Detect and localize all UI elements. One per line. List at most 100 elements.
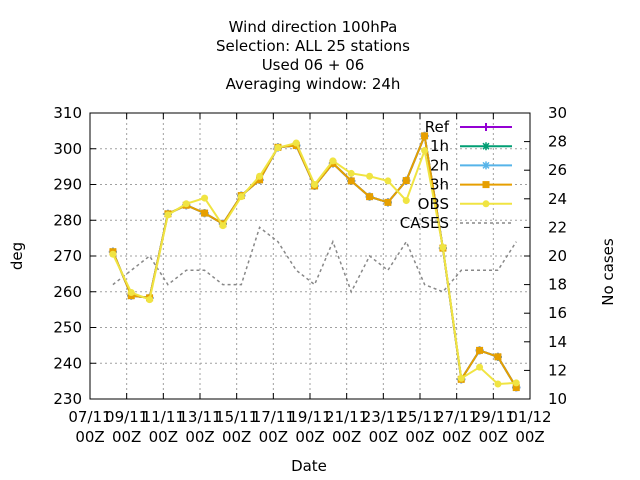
data-point <box>256 172 264 180</box>
series-line <box>111 132 518 389</box>
y2-axis-label: No cases <box>599 238 617 306</box>
y2-tick-label: 26 <box>548 161 567 179</box>
x-tick-label: 11/11 <box>142 408 185 426</box>
legend-label: 1h <box>430 137 449 155</box>
data-point <box>421 132 429 140</box>
data-point <box>292 139 300 147</box>
x-tick-label: 15/11 <box>215 408 258 426</box>
data-point <box>402 177 410 185</box>
data-point <box>366 193 374 201</box>
data-point <box>476 363 484 371</box>
y2-tick-label: 24 <box>548 190 567 208</box>
y-axis-ticks: 230 240 250 260 270 280 290 300 310 <box>53 104 96 408</box>
data-point <box>384 198 392 206</box>
data-point <box>421 147 429 155</box>
x-axis-ticks: 07/1100Z09/1100Z11/1100Z13/1100Z15/1100Z… <box>68 113 552 446</box>
data-point <box>476 346 484 354</box>
title-line: Used 06 + 06 <box>262 56 365 74</box>
x-tick-label: 17/11 <box>252 408 295 426</box>
x-tick-label-time: 00Z <box>295 428 324 446</box>
x-tick-label-time: 00Z <box>185 428 214 446</box>
y2-tick-label: 16 <box>548 304 567 322</box>
series-line <box>111 132 518 389</box>
series-line <box>111 132 518 389</box>
x-tick-label: 23/11 <box>362 408 405 426</box>
series-line <box>111 141 517 386</box>
x-tick-label-time: 00Z <box>515 428 544 446</box>
legend-marker <box>482 161 490 170</box>
legend-marker <box>482 123 490 131</box>
title-line: Selection: ALL 25 stations <box>216 37 410 55</box>
data-point <box>402 197 410 205</box>
x-tick-label: 13/11 <box>178 408 221 426</box>
title-line: Wind direction 100hPa <box>229 18 398 36</box>
x-tick-label: 25/11 <box>398 408 441 426</box>
y2-tick-label: 12 <box>548 361 567 379</box>
data-point <box>201 194 209 202</box>
series-obs <box>109 139 520 388</box>
legend-label: 3h <box>430 176 449 194</box>
data-point <box>512 384 520 392</box>
y-tick-label: 270 <box>53 247 82 265</box>
data-point <box>109 250 117 258</box>
data-point <box>512 379 520 387</box>
data-point <box>237 193 245 201</box>
legend-label: Ref <box>425 118 450 136</box>
data-point <box>146 296 154 304</box>
x-tick-label: 29/11 <box>472 408 515 426</box>
y-tick-label: 230 <box>53 390 82 408</box>
title-line: Averaging window: 24h <box>226 75 401 93</box>
data-point <box>329 157 337 165</box>
y2-tick-label: 14 <box>548 333 567 351</box>
data-point <box>494 380 502 388</box>
y-axis-label: deg <box>8 242 26 270</box>
y-tick-label: 310 <box>53 104 82 122</box>
data-point <box>311 181 319 188</box>
x-tick-label-time: 00Z <box>405 428 434 446</box>
y-tick-label: 290 <box>53 176 82 194</box>
y-tick-label: 250 <box>53 319 82 337</box>
x-tick-label: 01/12 <box>508 408 551 426</box>
data-point <box>201 209 209 217</box>
x-tick-label-time: 00Z <box>479 428 508 446</box>
x-tick-label: 19/11 <box>288 408 331 426</box>
x-tick-label-time: 00Z <box>112 428 141 446</box>
legend-marker <box>482 200 490 208</box>
x-tick-label-time: 00Z <box>442 428 471 446</box>
data-point <box>182 200 190 208</box>
x-tick-label-time: 00Z <box>332 428 361 446</box>
x-tick-label-time: 00Z <box>259 428 288 446</box>
x-tick-label: 07/11 <box>68 408 111 426</box>
data-point <box>274 144 282 152</box>
series-cases <box>112 226 517 294</box>
y2-tick-label: 10 <box>548 390 567 408</box>
x-axis-label: Date <box>291 457 327 475</box>
y-tick-label: 260 <box>53 283 82 301</box>
data-point <box>457 374 465 382</box>
x-tick-label: 09/11 <box>105 408 148 426</box>
x-tick-label-time: 00Z <box>222 428 251 446</box>
x-tick-label: 21/11 <box>325 408 368 426</box>
y2-tick-label: 22 <box>548 218 567 236</box>
x-tick-label: 27/11 <box>435 408 478 426</box>
data-point <box>347 169 355 177</box>
y2-axis-ticks: 10 12 14 16 18 20 22 24 26 28 30 <box>524 104 567 408</box>
data-point <box>494 353 502 361</box>
y-tick-label: 280 <box>53 211 82 229</box>
grid <box>90 113 530 399</box>
data-point <box>127 288 135 296</box>
data-point <box>219 222 227 230</box>
y2-tick-label: 18 <box>548 276 567 294</box>
x-tick-label-time: 00Z <box>369 428 398 446</box>
data-point <box>164 211 172 219</box>
legend-marker <box>482 181 490 189</box>
legend-marker <box>482 142 490 151</box>
data-point <box>384 177 392 185</box>
x-tick-label-time: 00Z <box>149 428 178 446</box>
x-tick-label-time: 00Z <box>75 428 104 446</box>
y2-tick-label: 20 <box>548 247 567 265</box>
data-point <box>366 172 374 180</box>
